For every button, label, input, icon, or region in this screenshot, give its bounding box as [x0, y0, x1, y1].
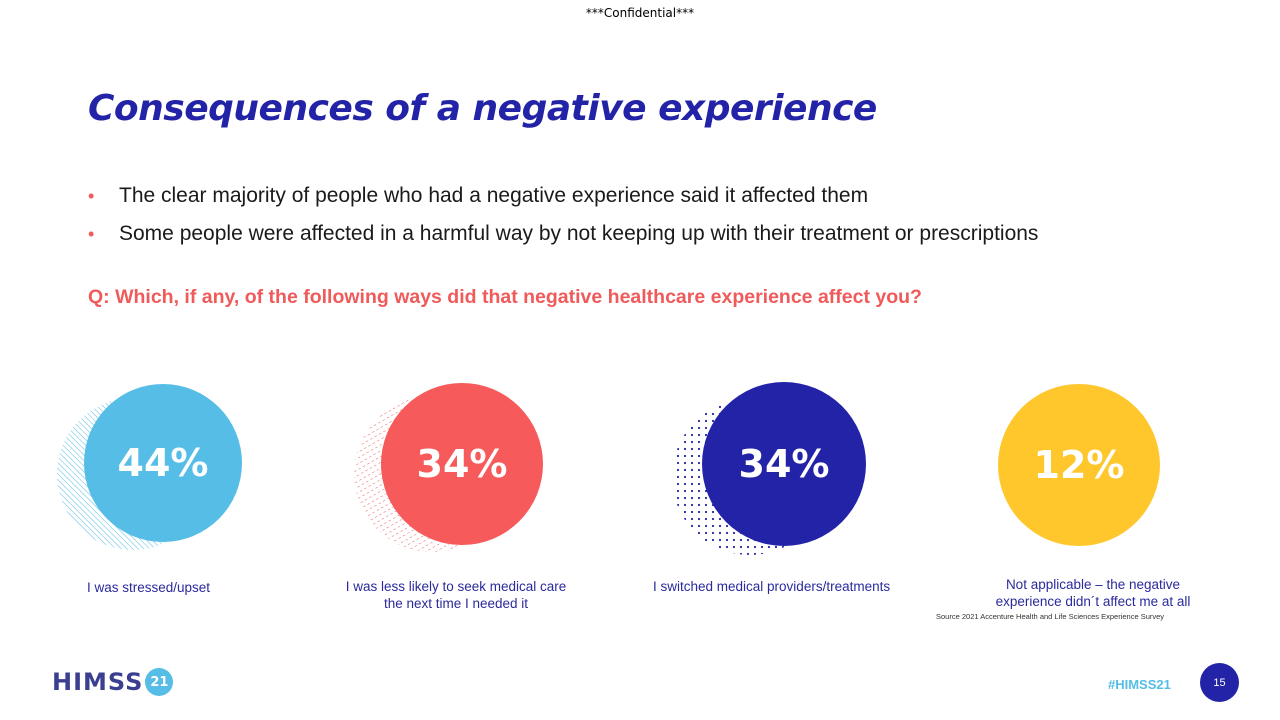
confidential-label: ***Confidential*** — [585, 6, 695, 20]
stat-circle: 34% — [702, 382, 866, 546]
stat-value: 44% — [117, 441, 209, 485]
page-number: 15 — [1213, 676, 1226, 689]
stat-switched-providers: 34% I switched medical providers/treatme… — [634, 370, 934, 610]
stat-caption: Not applicable – the negative experience… — [947, 576, 1239, 610]
stat-caption-line: the next time I needed it — [383, 596, 529, 611]
bullet-list: • The clear majority of people who had a… — [88, 181, 1038, 257]
stat-circle: 12% — [998, 384, 1160, 546]
stat-caption: I was stressed/upset — [87, 580, 211, 595]
stat-stressed: 44% I was stressed/upset — [10, 370, 310, 610]
stat-caption-line: I was less likely to seek medical care — [345, 579, 567, 594]
stat-caption-line: experience didn´t affect me at all — [995, 594, 1191, 609]
survey-question: Q: Which, if any, of the following ways … — [88, 286, 922, 308]
stat-caption: I was less likely to seek medical care t… — [310, 578, 602, 612]
bullet-dot-icon: • — [88, 224, 95, 244]
stat-value: 12% — [1033, 443, 1125, 487]
stat-circle: 44% — [84, 384, 242, 542]
logo-text: HIMSS — [52, 668, 144, 696]
hashtag-label: #HIMSS21 — [1108, 677, 1171, 692]
stat-caption-line: Not applicable – the negative — [1005, 577, 1181, 592]
slide-title: Consequences of a negative experience — [88, 88, 877, 129]
stat-not-applicable: 12% Not applicable – the negative experi… — [945, 370, 1245, 610]
bullet-dot-icon: • — [88, 186, 95, 206]
bullet-item: • The clear majority of people who had a… — [88, 181, 1038, 219]
stat-circle: 34% — [381, 383, 543, 545]
himss-logo: HIMSS 21 — [52, 668, 174, 696]
stat-less-likely-care: 34% I was less likely to seek medical ca… — [310, 370, 610, 612]
stat-value: 34% — [416, 442, 508, 486]
bullet-item: • Some people were affected in a harmful… — [88, 219, 1038, 257]
bullet-text: The clear majority of people who had a n… — [119, 184, 869, 207]
page-number-badge: 15 — [1200, 663, 1239, 702]
source-note: Source 2021 Accenture Health and Life Sc… — [936, 612, 1165, 621]
logo-badge: 21 — [145, 668, 174, 696]
stat-value: 34% — [738, 442, 830, 486]
stat-caption: I switched medical providers/treatments — [653, 579, 891, 594]
bullet-text: Some people were affected in a harmful w… — [119, 222, 1039, 245]
